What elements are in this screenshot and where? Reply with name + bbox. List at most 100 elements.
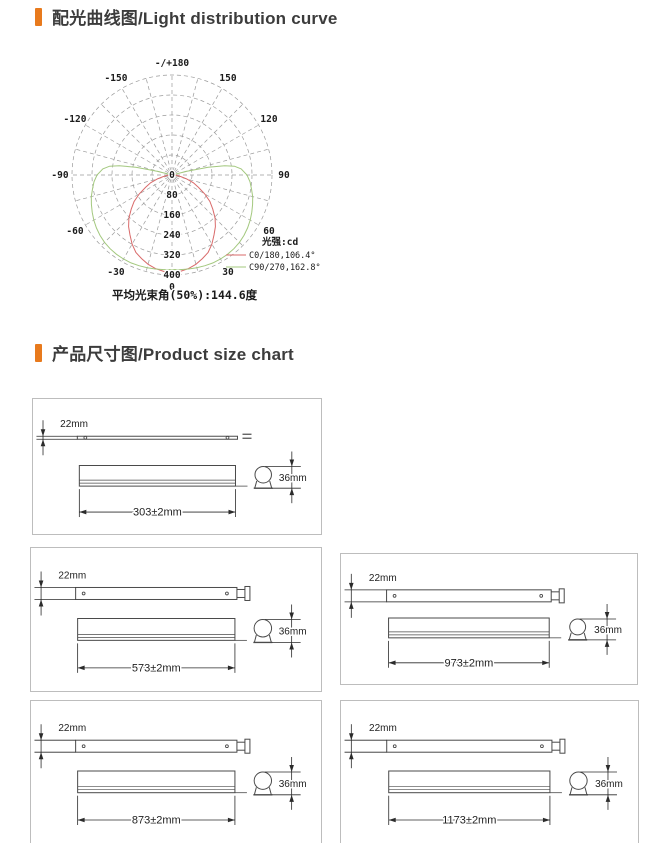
angle-label: 30 — [222, 267, 234, 278]
polar-grid-spoke — [174, 104, 243, 173]
radial-label: 80 — [166, 190, 178, 201]
polar-grid-spoke — [75, 148, 169, 175]
radial-label: 0 — [169, 170, 175, 181]
length-dim-label: 303±2mm — [133, 507, 182, 519]
mount-hole — [83, 435, 88, 440]
angle-label: 0 — [169, 282, 175, 293]
dim-arrow-icon — [40, 439, 46, 447]
mount-hole — [225, 591, 229, 596]
angle-label: 150 — [219, 73, 236, 84]
cross-section-base — [253, 634, 272, 643]
dim-arrow-icon — [289, 488, 295, 496]
polar-grid-spoke — [85, 176, 169, 226]
mount-hole — [540, 744, 544, 749]
side-view — [388, 617, 550, 639]
cross-section-base — [568, 632, 587, 641]
height-dim-label: 36mm — [595, 779, 623, 790]
top-view — [76, 435, 238, 440]
polar-grid-ring — [71, 74, 273, 276]
angle-label: -/+180 — [155, 58, 190, 69]
mount-hole — [392, 593, 397, 598]
cross-section-tube — [253, 619, 273, 638]
length-dim-label: 973±2mm — [444, 657, 493, 669]
polar-grid-spoke — [173, 178, 223, 262]
size-drawing-573: 22mm 573±2mm 36mm — [34, 569, 308, 676]
legend-unit-label: 光强:cd — [261, 236, 298, 248]
polar-grid-spoke — [145, 178, 172, 272]
size-box-573: 22mm 573±2mm 36mm — [30, 547, 322, 692]
polar-grid-spoke — [101, 177, 170, 246]
polar-grid-spoke — [121, 88, 171, 172]
dim-arrow-icon — [227, 665, 235, 671]
top-view — [386, 739, 553, 753]
height-dim-label: 36mm — [279, 473, 307, 484]
section-bullet-icon — [35, 343, 42, 362]
polar-grid-spoke — [85, 124, 169, 174]
width-dim-label: 22mm — [58, 723, 86, 734]
polar-grid-spoke — [175, 175, 269, 202]
polar-grid-spoke — [75, 175, 169, 202]
angle-label: -150 — [105, 73, 128, 84]
angle-label: -120 — [64, 114, 87, 125]
dim-arrow-icon — [289, 765, 294, 772]
size-box-973: 22mm 973±2mm 36mm — [340, 553, 638, 685]
dim-arrow-icon — [79, 509, 87, 515]
polar-grid-spoke — [121, 178, 171, 262]
cross-section-tube — [254, 466, 272, 484]
dim-arrow-icon — [348, 582, 354, 590]
polar-grid-spoke — [174, 177, 243, 246]
curve-c0-180 — [128, 174, 216, 274]
side-view — [388, 770, 551, 794]
size-chart-section-title: 产品尺寸图/Product size chart — [52, 345, 294, 364]
height-dim-label: 36mm — [279, 779, 307, 790]
mount-hole — [539, 593, 544, 598]
width-dim-label: 22mm — [60, 419, 88, 430]
mount-hole — [225, 435, 230, 440]
polar-grid-spoke — [175, 148, 269, 175]
dim-arrow-icon — [605, 765, 611, 772]
cross-section-base — [254, 480, 273, 489]
section-bullet-icon — [35, 7, 42, 26]
polar-grid-spoke — [173, 88, 223, 172]
mount-hole — [81, 744, 86, 749]
mount-hole — [225, 744, 229, 749]
mount-hole — [81, 591, 86, 596]
dim-arrow-icon — [604, 639, 610, 647]
end-connector — [244, 585, 251, 601]
section-header-size-chart: 产品尺寸图/Product size chart — [35, 340, 294, 365]
dim-arrow-icon — [289, 642, 294, 650]
polar-grid-spoke — [145, 78, 172, 172]
angle-label: -30 — [107, 267, 124, 278]
cross-section-tube — [569, 771, 588, 790]
top-view — [386, 589, 552, 603]
angle-label: -60 — [66, 226, 83, 237]
side-view — [77, 770, 236, 794]
length-dim-label: 573±2mm — [132, 662, 181, 674]
light-curve-section-title: 配光曲线图/Light distribution curve — [52, 9, 338, 28]
dim-arrow-icon — [38, 599, 44, 607]
dim-arrow-icon — [388, 660, 396, 666]
size-drawing-1173: 22mm 1173±2mm 36mm — [344, 722, 624, 828]
dim-arrow-icon — [349, 733, 354, 741]
end-connector — [559, 738, 566, 754]
dim-arrow-icon — [38, 752, 44, 760]
top-view — [75, 739, 238, 753]
beam-angle-footer: 平均光束角(50%):144.6度 — [112, 288, 258, 302]
dim-arrow-icon — [388, 817, 396, 823]
dim-arrow-icon — [40, 429, 46, 437]
length-dim-label: 1173±2mm — [442, 815, 496, 827]
legend-entry: C0/180,106.4° — [249, 251, 316, 261]
radial-label: 400 — [163, 270, 180, 281]
mount-hole — [392, 744, 397, 749]
width-dim-label: 22mm — [58, 570, 86, 581]
radial-label: 160 — [163, 210, 180, 221]
dim-arrow-icon — [348, 601, 354, 609]
cross-section-tube — [569, 618, 587, 636]
polar-grid-spoke — [175, 176, 259, 226]
polar-grid-spoke — [101, 104, 170, 173]
end-connector — [558, 588, 565, 604]
dim-arrow-icon — [604, 612, 610, 619]
dim-arrow-icon — [289, 612, 294, 620]
height-dim-label: 36mm — [594, 625, 622, 636]
angle-label: 120 — [260, 114, 277, 125]
